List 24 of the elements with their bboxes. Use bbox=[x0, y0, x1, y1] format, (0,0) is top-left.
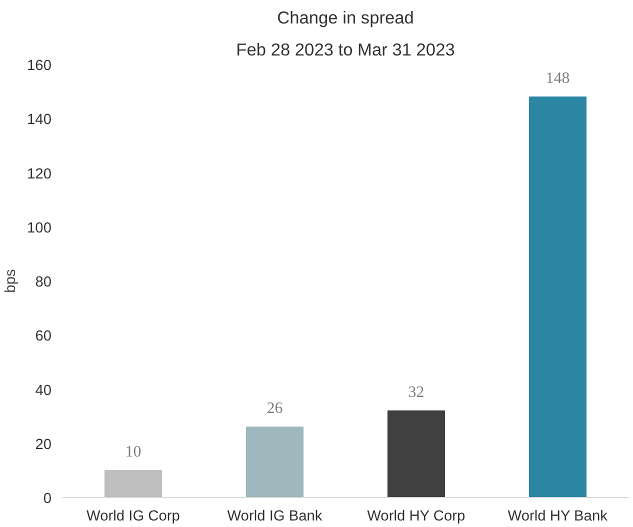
y-tick-label: 140 bbox=[27, 112, 52, 128]
y-axis-title: bps bbox=[3, 269, 20, 293]
x-tick-label: World IG Corp bbox=[86, 508, 180, 524]
chart-title: Change in spread bbox=[277, 8, 414, 28]
bar bbox=[246, 426, 304, 498]
chart-subtitle: Feb 28 2023 to Mar 31 2023 bbox=[236, 40, 455, 60]
y-tick-label: 40 bbox=[35, 382, 52, 399]
y-tick-label: 120 bbox=[27, 166, 52, 182]
data-label: 148 bbox=[546, 70, 570, 87]
data-label: 26 bbox=[266, 400, 283, 418]
y-tick-label: 160 bbox=[27, 58, 52, 74]
data-label: 32 bbox=[408, 384, 424, 401]
y-tick-label: 100 bbox=[27, 220, 52, 236]
y-tick-label: 60 bbox=[35, 328, 52, 345]
y-tick-label: 80 bbox=[35, 274, 52, 290]
x-tick-label: World HY Bank bbox=[508, 508, 608, 524]
y-tick-label: 0 bbox=[43, 491, 52, 507]
x-tick-label: World IG Bank bbox=[227, 508, 323, 524]
bar bbox=[528, 96, 587, 498]
data-label: 10 bbox=[125, 443, 142, 460]
y-tick-label: 20 bbox=[35, 436, 52, 453]
x-tick-label: World HY Corp bbox=[367, 508, 466, 524]
bar bbox=[387, 410, 446, 498]
bar bbox=[104, 470, 162, 498]
